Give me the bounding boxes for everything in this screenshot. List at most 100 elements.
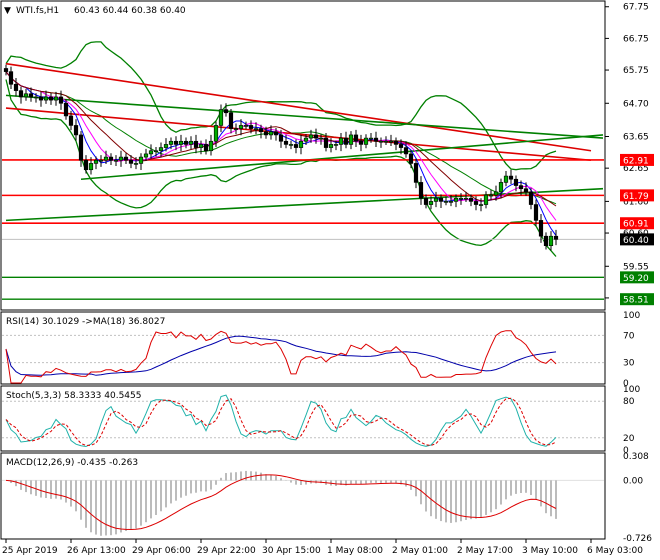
candle-body: [463, 197, 469, 200]
time-label: 2 May 17:00: [457, 546, 513, 556]
time-label: 29 Apr 06:00: [132, 546, 191, 556]
level-tag-green: [620, 293, 654, 306]
macd-signal-line: [5, 474, 557, 531]
candle-body: [18, 90, 24, 98]
candle-body: [193, 140, 199, 148]
time-label: 29 Apr 22:00: [197, 546, 256, 556]
candle-body: [43, 96, 49, 101]
candle-body: [163, 144, 169, 148]
symbol-header: WTI.fs,H1: [16, 6, 59, 16]
candle-body: [178, 140, 184, 145]
candle-body: [3, 68, 9, 72]
candle-body: [393, 140, 399, 145]
candle-body: [318, 137, 324, 140]
candle-body: [248, 125, 254, 129]
bollinger-upper: [5, 41, 557, 171]
candle-body: [138, 156, 144, 164]
candle-body: [548, 235, 554, 247]
candle-body: [518, 185, 524, 190]
candle-body: [513, 178, 519, 186]
candle-body: [128, 159, 134, 164]
macd-header: MACD(12,26,9) -0.435 -0.263: [6, 458, 138, 468]
candle-body: [278, 134, 284, 142]
candle-body: [523, 188, 529, 193]
candle-body: [398, 144, 404, 148]
trendline-green: [5, 94, 604, 139]
candle-body: [448, 201, 454, 203]
level-tag-green: [620, 271, 654, 284]
level-tag-red: [620, 189, 654, 202]
rsi-tick-label: 0: [623, 379, 629, 389]
time-label: 26 Apr 13:00: [67, 546, 126, 556]
level-tag-red-label: 61.79: [623, 192, 649, 202]
candle-body: [473, 201, 479, 205]
candle-body: [403, 147, 409, 155]
candle-body: [28, 93, 34, 98]
ohlc-header: 60.43 60.44 60.38 60.40: [74, 6, 186, 16]
candle-body: [418, 182, 424, 199]
level-tag-green-label: 58.51: [623, 296, 649, 306]
candle-body: [173, 140, 179, 145]
candle-body: [213, 125, 219, 142]
candle-body: [433, 197, 439, 202]
price-tick-label: 66.75: [623, 34, 649, 44]
candle-body: [343, 137, 349, 145]
candle-body: [133, 163, 139, 165]
candle-body: [298, 140, 304, 148]
level-tag-red-label: 62.91: [623, 156, 649, 166]
candle-body: [168, 140, 174, 145]
candle-body: [283, 140, 289, 145]
candle-body: [423, 197, 429, 205]
candle-body: [533, 204, 539, 221]
candle-body: [553, 235, 559, 240]
time-label: 2 May 01:00: [392, 546, 448, 556]
price-tick-label: 67.75: [623, 3, 649, 13]
candle-body: [438, 197, 444, 202]
candle-body: [98, 159, 104, 162]
candle-body: [203, 144, 209, 152]
stoch-signal-line: [5, 397, 557, 447]
candle-body: [208, 140, 214, 152]
collapse-arrow-icon[interactable]: ▼: [4, 6, 11, 16]
macd-tick-label: -0.726: [623, 534, 652, 544]
candle-body: [458, 197, 464, 200]
rsi-tick-label: 100: [623, 311, 640, 321]
last-price-tag-label: 60.40: [623, 236, 649, 246]
candle-body: [83, 159, 89, 171]
candle-body: [303, 137, 309, 142]
price-tick-label: 65.75: [623, 66, 649, 76]
macd-tick-label: 0.308: [623, 452, 649, 462]
candle-body: [78, 134, 84, 161]
rsi-tick-label: 30: [623, 359, 635, 369]
candle-body: [188, 140, 194, 145]
candle-body: [263, 131, 269, 136]
candle-body: [123, 156, 129, 161]
candle-body: [183, 140, 189, 145]
candle-body: [368, 137, 374, 140]
candle-body: [453, 197, 459, 202]
candle-body: [358, 140, 364, 145]
candle-body: [313, 134, 319, 139]
candle-body: [23, 93, 29, 98]
trendline-red: [5, 62, 592, 152]
candle-body: [113, 159, 119, 162]
candle-body: [543, 235, 549, 247]
candle-body: [63, 102, 69, 117]
candle-body: [93, 159, 99, 164]
candle-body: [483, 194, 489, 205]
trendline-red: [5, 107, 592, 162]
candle-body: [353, 134, 359, 142]
time-label: 25 Apr 2019: [2, 546, 58, 556]
candle-body: [143, 153, 149, 158]
candle-body: [223, 109, 229, 114]
candle-body: [33, 96, 39, 99]
candle-body: [118, 156, 124, 161]
candle-body: [388, 140, 394, 143]
candle-body: [253, 128, 259, 130]
level-tag-green-label: 59.20: [623, 274, 649, 284]
price-tick-label: 63.65: [623, 133, 649, 143]
candle-body: [508, 175, 514, 180]
candle-body: [268, 131, 274, 136]
candle-body: [293, 144, 299, 148]
